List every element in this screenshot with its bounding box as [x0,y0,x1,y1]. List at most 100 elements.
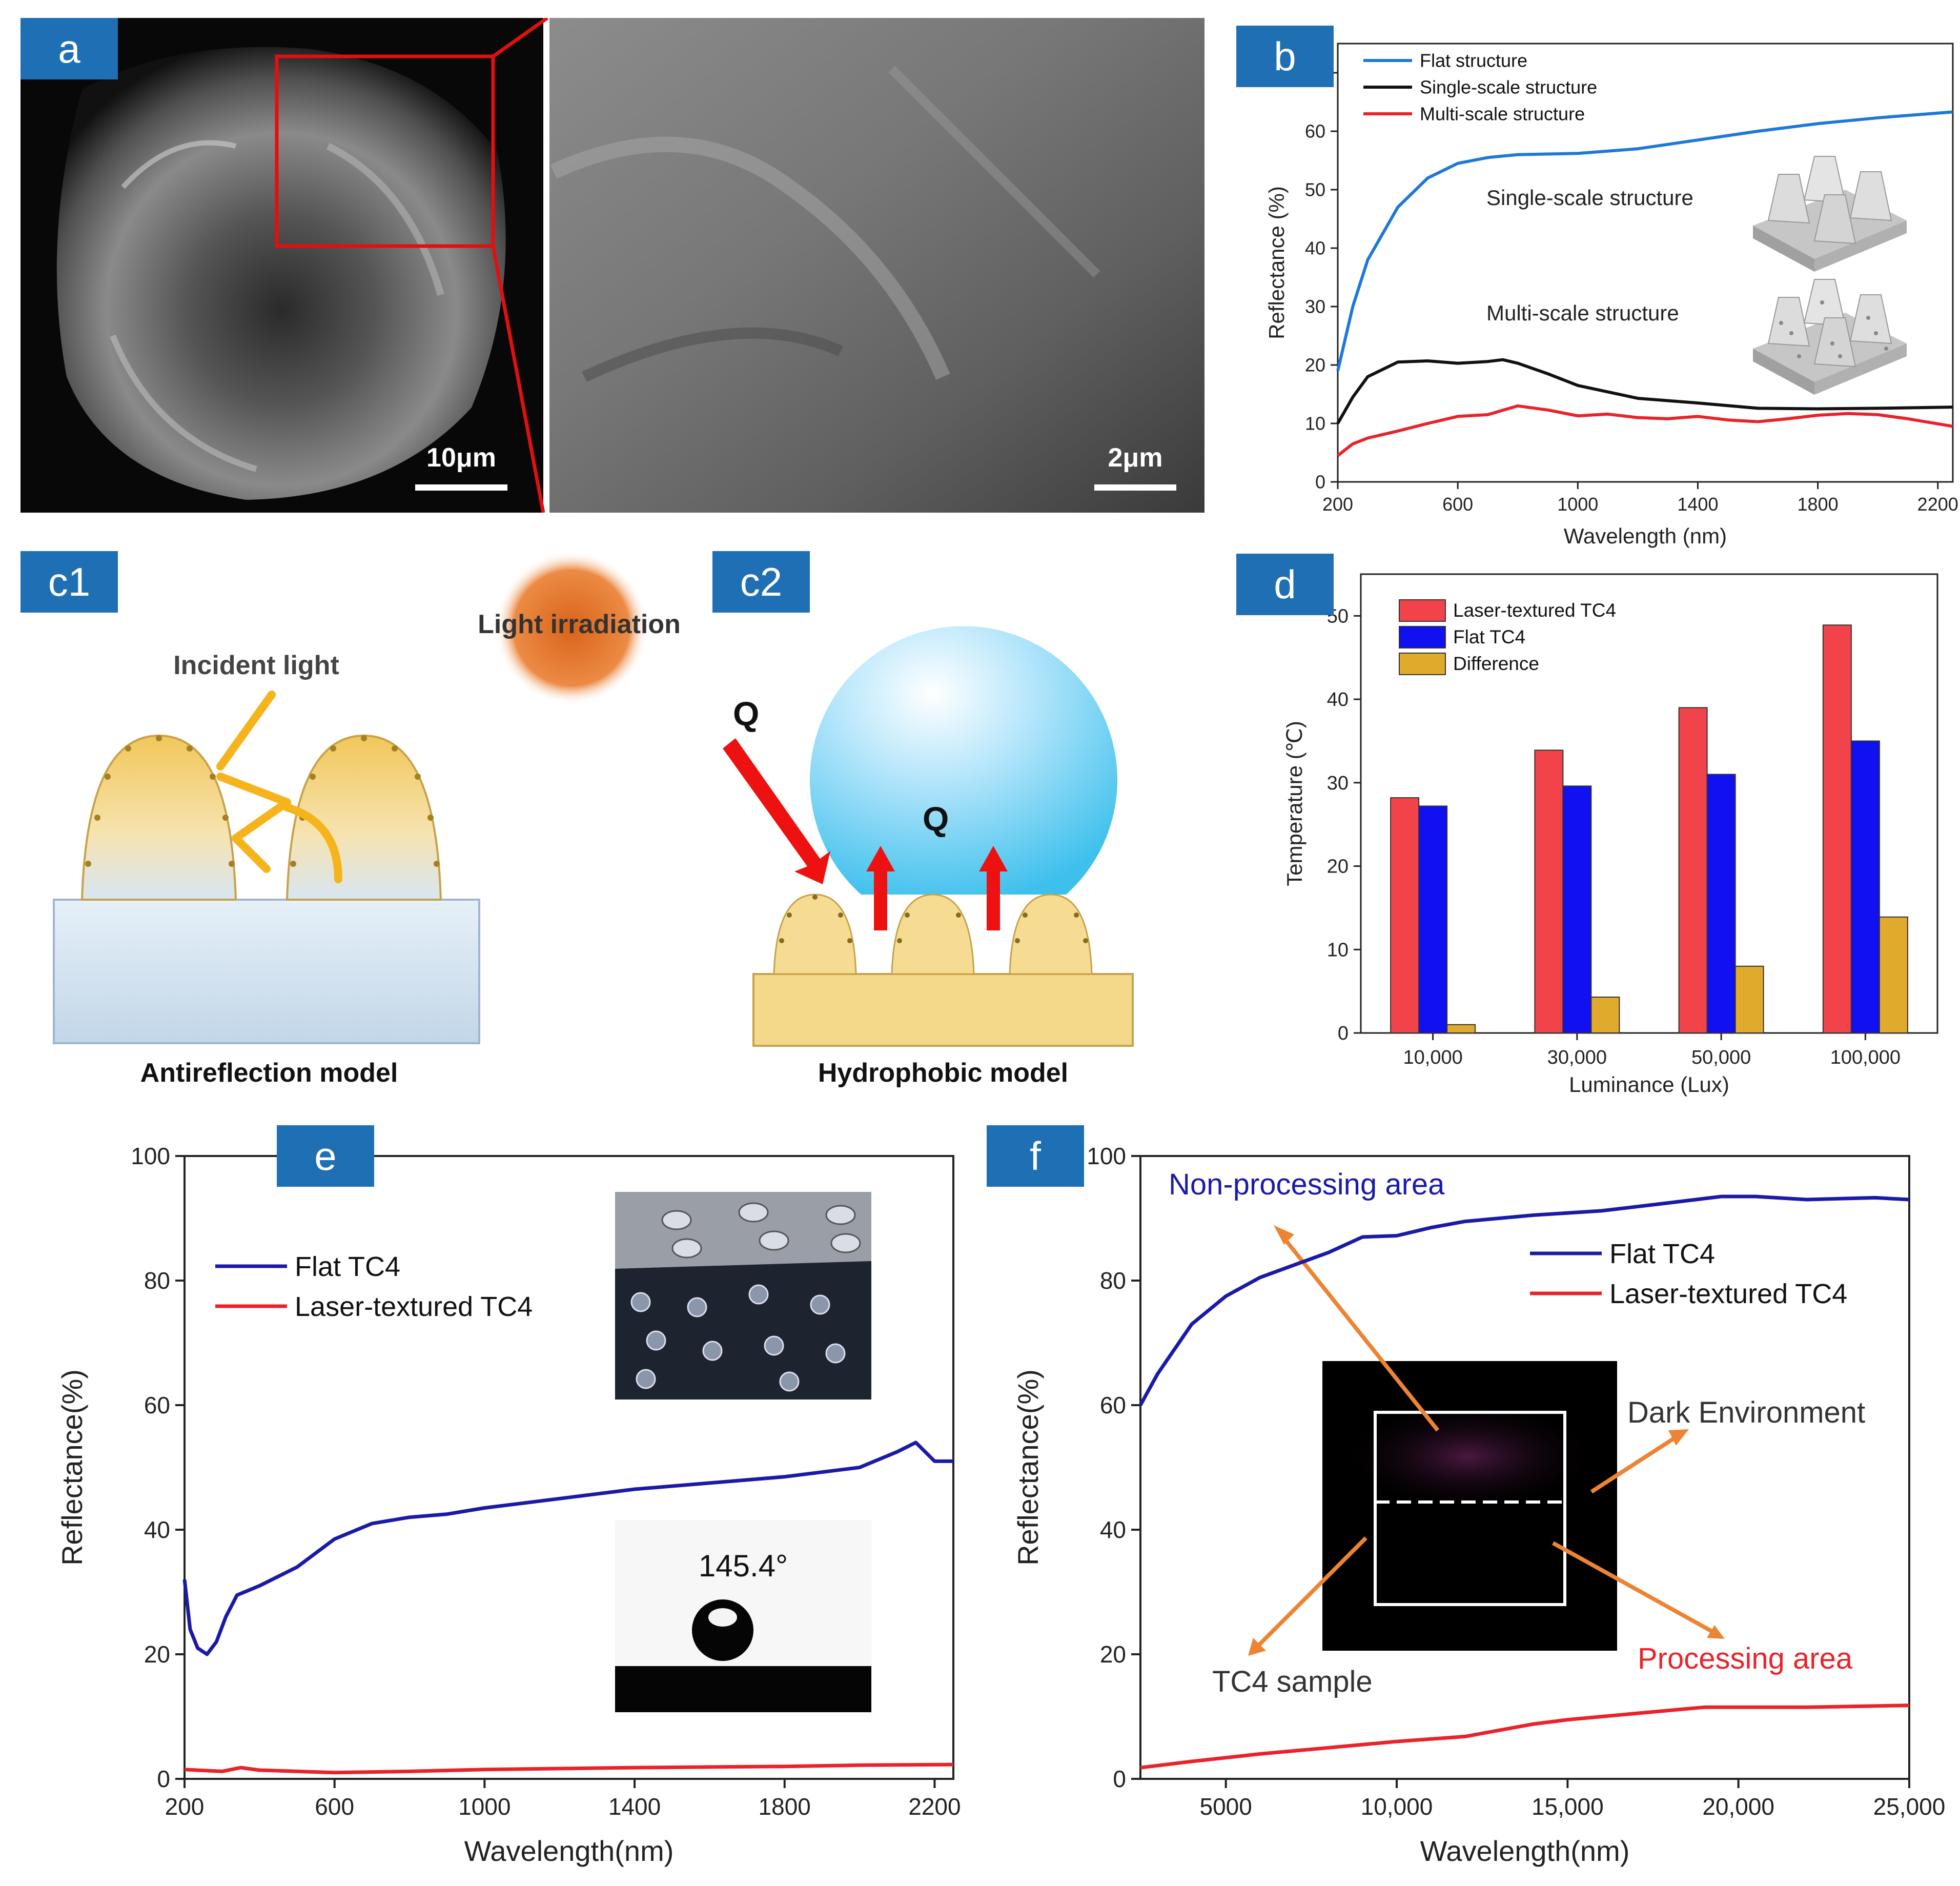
y-axis-label: Reflectance(%) [1012,1369,1044,1566]
light-irradiation: Light irradiation [441,543,728,707]
hydro-substrate [752,973,1134,1047]
y-axis-label: Reflectance (%) [1264,186,1289,339]
x-tick-label: 100,000 [1830,1047,1901,1068]
dark-environment-photo [1322,1361,1617,1651]
legend-label-1: Flat TC4 [1453,626,1525,647]
x-tick-label: 10,000 [1403,1047,1463,1068]
x-axis-label: Wavelength (nm) [1564,524,1727,548]
light-irradiation-label: Light irradiation [478,610,681,639]
legend-label-1: Laser-textured TC4 [295,1291,533,1322]
x-tick-label: 600 [315,1793,354,1820]
x-axis-label: Wavelength(nm) [1420,1835,1630,1867]
bar-1-3 [1850,740,1880,1034]
y-axis-label: Temperature (℃) [1282,721,1306,886]
droplet-photo [615,1192,871,1400]
x-tick-label: 50,000 [1691,1047,1751,1068]
y-tick-label: 60 [144,1392,170,1418]
y-tick-label: 80 [1100,1267,1126,1294]
y-axis-label: Reflectance(%) [56,1369,88,1566]
bar-2-2 [1734,965,1764,1033]
zoom-box [275,54,495,248]
legend-label-0: Flat structure [1420,50,1527,71]
panel-d: d 0 10 20 30 40 50 10,000 30,000 50,000 100,000 Lu… [1210,554,1960,1107]
legend-label-2: Difference [1453,653,1539,674]
legend-label-0: Flat TC4 [295,1251,400,1282]
y-tick-label: 50 [1305,179,1325,200]
panel-label-c2: c2 [712,551,810,613]
legend-label-2: Multi-scale structure [1420,104,1585,125]
x-tick-label: 2200 [908,1793,961,1820]
x-tick-label: 1800 [759,1793,811,1820]
series-line-0 [182,1441,953,1656]
bar-1-0 [1418,805,1448,1033]
antireflection-diagram: Incident light Antireflection model [53,651,480,1088]
series-line-1 [184,1762,954,1775]
x-tick-label: 30,000 [1547,1047,1607,1068]
q-outer: Q [733,695,759,733]
legend-label-1: Single-scale structure [1420,77,1597,98]
bar-2-3 [1879,916,1908,1033]
antireflection-caption: Antireflection model [140,1058,398,1088]
contact-angle-photo: 145.4° [615,1520,871,1712]
panel-e: e 145.4° 200 600 1000 1400 1800 2200 [21,1112,984,1883]
y-tick-label: 10 [1305,413,1325,434]
series-line-1 [1140,1704,1910,1770]
y-tick-label: 80 [144,1267,170,1294]
x-tick-label: 1000 [458,1793,511,1820]
q-inner: Q [923,800,949,838]
plot-frame [1360,573,1938,1034]
y-tick-label: 10 [1327,939,1349,961]
x-tick-label: 200 [1322,494,1353,515]
water-droplet [810,626,1117,895]
bar-0-0 [1390,797,1420,1033]
panel-label-e: e [277,1125,374,1187]
y-tick-label: 40 [1327,689,1349,711]
y-tick-label: 20 [1327,856,1349,878]
chart-f: Non-processing area Dark Environment TC4… [1012,1143,1945,1867]
y-tick-label: 0 [1113,1766,1126,1792]
plot-frame [183,1155,954,1780]
inset-single-label: Single-scale structure [1486,186,1693,210]
y-tick-label: 40 [1100,1516,1126,1543]
scale-2um: 2μm [1108,443,1163,473]
annotation-dark: Dark Environment [1627,1396,1865,1429]
annotation-nonprocessing: Non-processing area [1169,1168,1445,1201]
x-tick-label: 2200 [1917,494,1958,515]
substrate [53,899,480,1044]
series-line-1 [1336,358,1953,424]
legend-swatch-2 [1399,653,1446,675]
panel-f: f Non-processing area Dark Envi [987,1112,1960,1883]
y-tick-label: 60 [1100,1392,1126,1418]
y-tick-label: 20 [1100,1641,1126,1668]
contact-angle-value: 145.4° [699,1549,788,1583]
bar-2-1 [1590,997,1620,1034]
x-tick-label: 1800 [1798,494,1839,515]
bar-0-1 [1534,749,1564,1033]
x-tick-label: 5000 [1199,1793,1252,1820]
hydrophobic-diagram: Q Q Hydrophobic model [723,626,1134,1088]
panel-label-f: f [987,1125,1084,1187]
y-tick-label: 30 [1327,773,1349,794]
bar-1-2 [1706,774,1736,1033]
scale-10um: 10μm [426,443,496,473]
legend-label-1: Laser-textured TC4 [1609,1279,1847,1309]
x-tick-label: 1400 [1677,494,1718,515]
panel-label-c1: c1 [21,551,118,613]
series-line-0 [1336,110,1953,372]
panel-b: b Single-scale structure [1210,15,1960,564]
panel-c2: c2 Q Q Hydrophobic model [712,551,1235,1094]
hydrophobic-caption: Hydrophobic model [818,1058,1068,1088]
y-tick-label: 40 [1305,238,1325,259]
legend-swatch-0 [1399,599,1446,622]
x-tick-label: 200 [165,1793,205,1820]
x-tick-label: 1000 [1557,494,1598,515]
incident-light-label: Incident light [173,651,339,680]
y-tick-label: 20 [144,1641,170,1668]
bar-0-2 [1678,707,1708,1033]
single-scale-inset [1753,156,1907,272]
panel-a: 10μm 2μm a [21,16,1204,513]
light-source: Light irradiation [478,551,681,705]
sem-images: 10μm 2μm [21,16,1204,513]
annotation-processing: Processing area [1638,1642,1853,1675]
x-tick-label: 1400 [608,1793,661,1820]
